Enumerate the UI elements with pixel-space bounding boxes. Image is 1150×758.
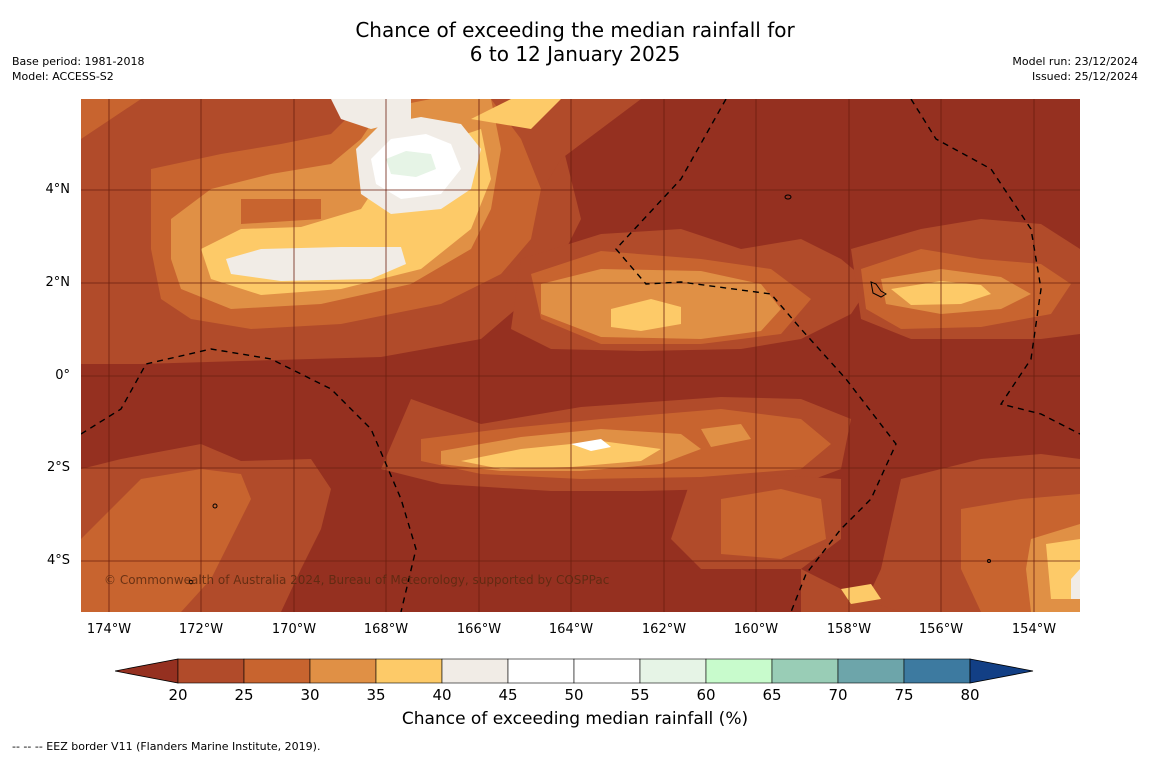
lat-label-4n: 4°N: [45, 182, 71, 197]
chart-title: Chance of exceeding the median rainfall …: [0, 18, 1150, 66]
lon-label-158w: 158°W: [826, 622, 872, 637]
colorbar-tick: 55: [630, 686, 650, 704]
copyright-text: © Commonwealth of Australia 2024, Bureau…: [104, 573, 610, 587]
colorbar-segment: [837, 658, 905, 684]
colorbar-tick: 75: [894, 686, 914, 704]
title-line-1: Chance of exceeding the median rainfall …: [355, 18, 795, 42]
colorbar-tick: 20: [168, 686, 188, 704]
model-run-text: Model run: 23/12/2024: [1012, 55, 1138, 68]
base-period-text: Base period: 1981-2018: [12, 55, 145, 68]
colorbar-tick: 70: [828, 686, 848, 704]
lon-label-162w: 162°W: [641, 622, 687, 637]
colorbar-svg: [114, 658, 1034, 684]
graticule: [81, 99, 1080, 612]
rainfall-map: [81, 99, 1080, 612]
colorbar: [114, 658, 1037, 688]
colorbar-segment: [375, 658, 443, 684]
lat-label-2s: 2°S: [46, 460, 70, 475]
lon-label-172w: 172°W: [178, 622, 224, 637]
colorbar-segment: [177, 658, 245, 684]
colorbar-segment: [903, 658, 971, 684]
colorbar-tick: 45: [498, 686, 518, 704]
colorbar-tick: 80: [960, 686, 980, 704]
lon-label-174w: 174°W: [86, 622, 132, 637]
lat-label-0: 0°: [55, 368, 70, 383]
colorbar-segment: [639, 658, 707, 684]
colorbar-tick: 65: [762, 686, 782, 704]
colorbar-segment: [441, 658, 509, 684]
lon-label-160w: 160°W: [733, 622, 779, 637]
colorbar-tick: 35: [366, 686, 386, 704]
colorbar-tick: 60: [696, 686, 716, 704]
colorbar-segment: [771, 658, 839, 684]
colorbar-tick: 40: [432, 686, 452, 704]
colorbar-segment: [309, 658, 377, 684]
eez-legend-text: -- -- -- EEZ border V11 (Flanders Marine…: [12, 740, 321, 753]
issued-text: Issued: 25/12/2024: [1031, 70, 1138, 83]
colorbar-title: Chance of exceeding median rainfall (%): [401, 709, 749, 729]
colorbar-extend-high: [969, 658, 1034, 684]
colorbar-segment: [507, 658, 575, 684]
colorbar-tick: 25: [234, 686, 254, 704]
islands: [188, 194, 991, 585]
eez-borders: [81, 99, 1080, 612]
map-canvas: [81, 99, 1080, 612]
lon-label-164w: 164°W: [548, 622, 594, 637]
colorbar-tick: 30: [300, 686, 320, 704]
lat-label-2n: 2°N: [45, 275, 71, 290]
colorbar-extend-low: [114, 658, 179, 684]
colorbar-segment: [243, 658, 311, 684]
lon-label-156w: 156°W: [918, 622, 964, 637]
lat-label-4s: 4°S: [46, 553, 70, 568]
colorbar-tick: 50: [564, 686, 584, 704]
colorbar-segment: [573, 658, 641, 684]
model-text: Model: ACCESS-S2: [12, 70, 114, 83]
colorbar-segment: [705, 658, 773, 684]
lon-label-166w: 166°W: [456, 622, 502, 637]
lon-label-154w: 154°W: [1011, 622, 1057, 637]
lon-label-170w: 170°W: [271, 622, 317, 637]
title-line-2: 6 to 12 January 2025: [469, 42, 681, 66]
left-metadata: Base period: 1981-2018 Model: ACCESS-S2: [12, 54, 144, 84]
lon-label-168w: 168°W: [363, 622, 409, 637]
right-metadata: Model run: 23/12/2024 Issued: 25/12/2024: [1012, 54, 1138, 84]
